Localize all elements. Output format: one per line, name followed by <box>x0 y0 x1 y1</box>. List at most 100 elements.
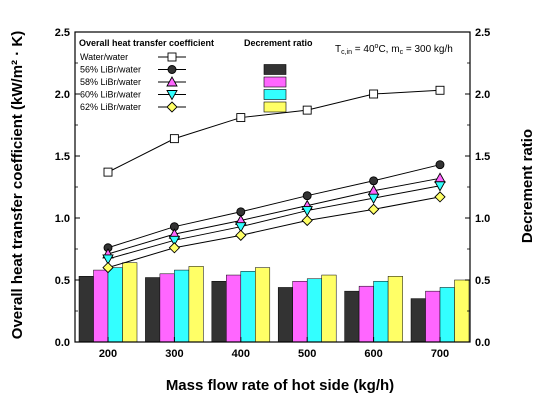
y-left-tick-label: 2.5 <box>55 27 70 39</box>
bar-3-300 <box>174 269 190 343</box>
legend-bar-swatch-4 <box>263 101 287 113</box>
series-point-5-300 <box>168 242 181 254</box>
series-point-1-300 <box>169 134 179 144</box>
bar-2-500 <box>292 280 308 343</box>
legend-marker-4 <box>166 90 178 101</box>
condition-annotation: Tc,in = 40oC, mc = 300 kg/h <box>335 43 453 56</box>
legend-bar-swatch-1 <box>263 64 287 75</box>
bar-3-400 <box>240 271 256 343</box>
legend: Overall heat transfer coefficient Decrem… <box>79 38 313 113</box>
lines-layer <box>102 85 446 274</box>
x-tick-label-600: 600 <box>364 348 382 360</box>
x-tick-label-400: 400 <box>232 348 250 360</box>
legend-header-ohtc: Overall heat transfer coefficient <box>79 38 214 48</box>
y-left-tick-label: 1.0 <box>55 213 70 225</box>
cond-c: C, m <box>378 44 399 55</box>
bar-4-200 <box>122 262 138 343</box>
series-point-5-600 <box>367 203 380 215</box>
series-point-4-600 <box>367 193 380 205</box>
y-left-tick-label: 0.5 <box>55 275 70 287</box>
legend-label-5: 62% LiBr/water <box>80 102 141 112</box>
bar-3-700 <box>439 287 455 343</box>
y-right-tick-label: 1.5 <box>475 151 490 163</box>
legend-marker-1 <box>167 52 177 62</box>
x-tick-label-300: 300 <box>165 348 183 360</box>
series-point-2-700 <box>435 160 445 170</box>
series-point-1-400 <box>236 113 246 123</box>
legend-header-decrement: Decrement ratio <box>244 38 313 48</box>
y-right-tick-label: 2.0 <box>475 89 490 101</box>
cond-t: T <box>335 44 341 55</box>
bar-2-700 <box>425 290 441 343</box>
series-line-2 <box>107 164 441 249</box>
bars-layer <box>78 262 470 343</box>
cond-tail: = 300 kg/h <box>403 44 453 55</box>
cond-m-sub: c <box>400 49 404 56</box>
x-tick-label-500: 500 <box>298 348 316 360</box>
x-tick-label-200: 200 <box>99 348 117 360</box>
y-right-tick-label: 1.0 <box>475 213 490 225</box>
ticks-layer: 0.0 0.0 0.5 0.5 1.0 1.0 1.5 1.5 2.0 2.0 2.5 2.5 200 3… <box>55 27 491 360</box>
series-point-5-200 <box>102 261 114 274</box>
legend-marker-2 <box>167 65 177 74</box>
legend-label-1: Water/water <box>80 52 128 62</box>
series-line-4 <box>107 185 441 260</box>
y-axis-right-label: Decrement ratio <box>519 129 536 243</box>
series-point-4-300 <box>168 235 181 247</box>
bar-3-600 <box>373 280 389 343</box>
y-left-tick-label: 1.5 <box>55 151 70 163</box>
series-line-1 <box>107 89 441 173</box>
legend-label-3: 58% LiBr/water <box>80 77 141 87</box>
series-point-1-700 <box>435 85 445 95</box>
legend-bar-swatch-3 <box>263 89 287 100</box>
series-point-5-700 <box>434 191 446 203</box>
legend-marker-5 <box>166 101 178 113</box>
series-point-5-400 <box>235 229 247 241</box>
bar-1-600 <box>344 290 360 343</box>
bar-2-400 <box>226 274 242 343</box>
y-right-tick-label: 0.5 <box>475 275 490 287</box>
bar-2-200 <box>93 269 109 343</box>
series-point-4-400 <box>235 222 247 233</box>
bar-3-200 <box>107 267 123 343</box>
bar-2-600 <box>358 285 374 343</box>
legend-label-2: 56% LiBr/water <box>80 65 141 75</box>
cond-mid: = 40 <box>352 44 375 55</box>
series-point-3-700 <box>434 172 446 183</box>
y-right-tick-label: 0.0 <box>475 337 490 349</box>
x-axis-label: Mass flow rate of hot side (kg/h) <box>166 377 394 394</box>
series-point-1-200 <box>103 167 113 177</box>
bar-4-500 <box>321 274 337 343</box>
y-left-tick-label: 0.0 <box>55 337 70 349</box>
legend-bar-swatch-2 <box>263 76 287 88</box>
legend-marker-3 <box>166 76 178 87</box>
y-axis-left-label: Overall heat transfer coefficient (kW/m²… <box>9 31 26 339</box>
x-tick-label-700: 700 <box>431 348 449 360</box>
series-line-5 <box>107 196 441 269</box>
bar-1-300 <box>145 277 161 343</box>
bar-1-400 <box>211 280 227 343</box>
y-right-tick-label: 2.5 <box>475 27 490 39</box>
cond-sup: o <box>375 43 379 50</box>
series-point-2-500 <box>302 191 312 201</box>
y-left-tick-label: 2.0 <box>55 89 70 101</box>
bar-1-700 <box>410 298 426 343</box>
bar-3-500 <box>306 278 322 343</box>
series-point-1-500 <box>302 105 312 115</box>
series-point-4-500 <box>301 206 313 217</box>
series-point-2-600 <box>369 176 379 186</box>
series-point-4-200 <box>102 254 114 265</box>
series-point-4-700 <box>434 181 446 192</box>
series-point-1-600 <box>369 89 379 99</box>
bar-4-300 <box>188 266 204 343</box>
bar-4-400 <box>255 267 271 343</box>
bar-4-700 <box>454 279 470 343</box>
legend-items: Water/water 56% LiBr/water 58% LiBr/water 6… <box>80 52 287 113</box>
legend-label-4: 60% LiBr/water <box>80 90 141 100</box>
bar-2-300 <box>159 273 175 343</box>
bar-1-200 <box>78 276 94 343</box>
series-point-5-500 <box>301 214 313 227</box>
series-line-3 <box>107 177 441 255</box>
bar-1-500 <box>277 287 293 343</box>
